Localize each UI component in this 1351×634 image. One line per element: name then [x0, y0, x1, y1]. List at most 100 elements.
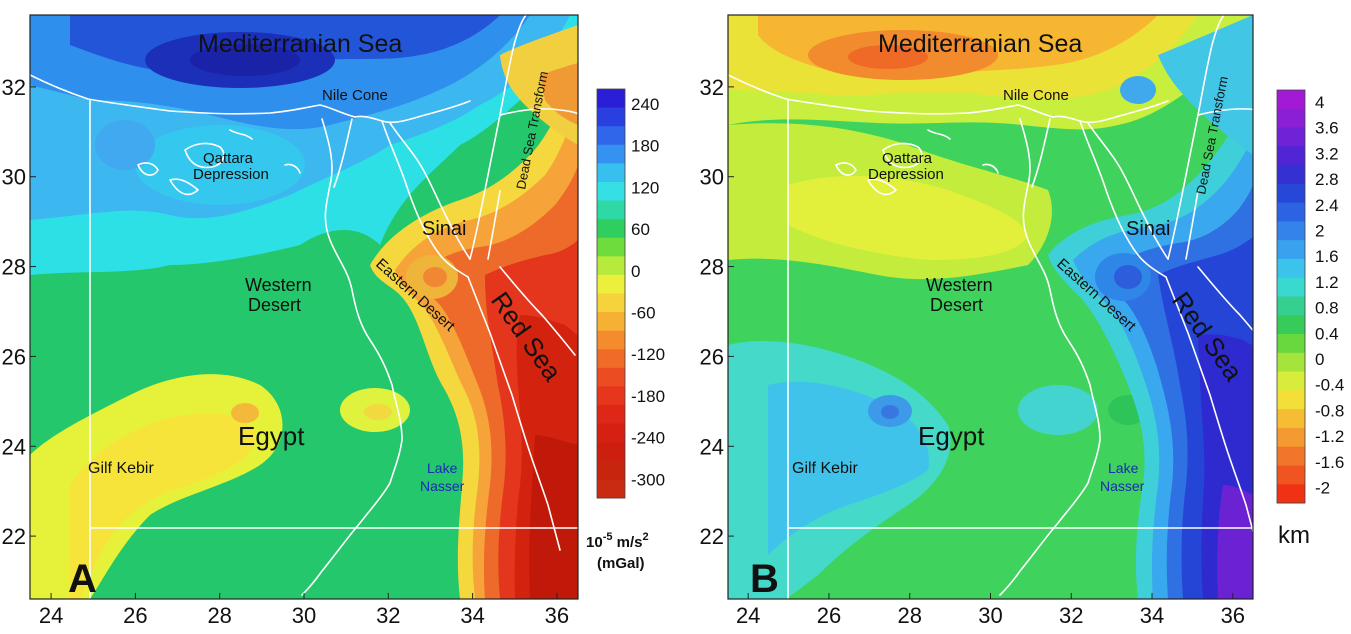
colorbar-band	[597, 442, 625, 462]
colorbar-band	[1277, 221, 1305, 241]
label-depression: Depression	[193, 166, 269, 183]
panel-a-colorbar: 240 180 120 60 0 -60 -120 -180 -240 -300	[596, 88, 665, 499]
label-nasser: Nasser	[1100, 478, 1145, 494]
colorbar-band	[1277, 277, 1305, 297]
colorbar-band	[597, 293, 625, 313]
panel-b-axis-ticks: 24 26 28 30 32 34 36 22 24 26 28 30 32	[700, 75, 1246, 628]
colorbar-band	[1277, 465, 1305, 485]
colorbar-tick-label: 1.6	[1315, 247, 1339, 266]
x-tick-label: 36	[1221, 603, 1245, 628]
y-tick-label: 26	[2, 344, 26, 369]
colorbar-band	[597, 330, 625, 350]
label-lake: Lake	[427, 460, 458, 476]
colorbar-tick-label: 240	[631, 95, 659, 114]
y-tick-label: 32	[700, 75, 724, 100]
colorbar-tick-label: 2.8	[1315, 170, 1339, 189]
label-western: Western	[926, 275, 993, 295]
colorbar-tick-label: 3.2	[1315, 144, 1339, 163]
panel-a-colorbar-unit: 10-5 m/s2	[586, 531, 649, 551]
x-tick-label: 32	[1059, 603, 1083, 628]
label-qattara: Qattara	[882, 150, 933, 167]
colorbar-band	[597, 126, 625, 146]
panel-a-map-area: Mediterranian Sea Nile Cone Qattara Depr…	[29, 14, 579, 601]
y-tick-label: 32	[2, 75, 26, 100]
colorbar-band	[597, 181, 625, 202]
colorbar-band	[1277, 90, 1305, 110]
colorbar-band	[1277, 240, 1305, 260]
x-tick-label: 36	[545, 603, 569, 628]
x-tick-label: 26	[123, 603, 147, 628]
label-gilf-kebir: Gilf Kebir	[88, 460, 154, 477]
x-tick-label: 24	[39, 603, 63, 628]
x-tick-label: 28	[207, 603, 231, 628]
colorbar-band	[1277, 296, 1305, 316]
colorbar-tick-label: 180	[631, 137, 659, 156]
colorbar-tick-label: -1.2	[1315, 427, 1344, 446]
colorbar-band	[597, 349, 625, 369]
colorbar-tick-label: -240	[631, 429, 665, 448]
colorbar-tick-label: 1.2	[1315, 273, 1339, 292]
label-nile-cone: Nile Cone	[1003, 87, 1069, 104]
colorbar-band	[597, 423, 625, 443]
y-tick-label: 28	[2, 255, 26, 280]
colorbar-band	[1277, 202, 1305, 222]
colorbar-frame	[596, 88, 626, 499]
x-tick-label: 30	[978, 603, 1002, 628]
x-tick-label: 34	[1140, 603, 1164, 628]
colorbar-band	[597, 107, 625, 127]
label-mediterranean-sea: Mediterranian Sea	[198, 30, 402, 58]
y-tick-label: 22	[700, 524, 724, 549]
colorbar-band	[597, 89, 625, 109]
colorbar-band	[597, 405, 625, 425]
panel-b-colorbar: 4 3.6 3.2 2.8 2.4 2 1.6 1.2 0.8 0.4 0 -0.4 -0.8 -1.2 -…	[1276, 89, 1344, 504]
x-tick-label: 32	[376, 603, 400, 628]
label-mediterranean-sea: Mediterranian Sea	[878, 30, 1082, 58]
colorbar-band	[1277, 108, 1305, 129]
colorbar-tick-label: 120	[631, 178, 659, 197]
colorbar-band	[597, 256, 625, 276]
label-lake: Lake	[1108, 460, 1139, 476]
colorbar-tick-label: -120	[631, 345, 665, 364]
colorbar-tick-label: 2.4	[1315, 196, 1339, 215]
label-egypt: Egypt	[918, 421, 985, 451]
label-western: Western	[245, 275, 312, 295]
colorbar-band	[597, 274, 625, 294]
colorbar-band	[597, 163, 625, 183]
colorbar-tick-label: 0.4	[1315, 324, 1339, 343]
y-tick-label: 28	[700, 255, 724, 280]
colorbar-tick-label: 0	[1315, 350, 1324, 369]
label-depression: Depression	[868, 166, 944, 183]
colorbar-band	[1277, 183, 1305, 204]
y-tick-label: 26	[700, 344, 724, 369]
panel-b-colorbar-unit: km	[1278, 522, 1310, 549]
colorbar-tick-label: -2	[1315, 479, 1330, 498]
label-gilf-kebir: Gilf Kebir	[792, 460, 858, 477]
colorbar-tick-label: 4	[1315, 93, 1324, 112]
panel-b-depth-map: Mediterranian Sea Nile Cone Qattara Depr…	[700, 14, 1344, 628]
y-tick-label: 24	[2, 434, 26, 459]
panel-a-gravity-map: Mediterranian Sea Nile Cone Qattara Depr…	[2, 14, 665, 628]
panel-b-letter: B	[750, 557, 779, 601]
colorbar-tick-label: 60	[631, 220, 650, 239]
colorbar-band	[597, 200, 625, 220]
colorbar-band	[1277, 427, 1305, 448]
colorbar-band	[597, 386, 625, 406]
x-tick-label: 28	[897, 603, 921, 628]
x-tick-label: 26	[817, 603, 841, 628]
y-tick-label: 30	[700, 165, 724, 190]
colorbar-band	[597, 219, 625, 239]
colorbar-frame	[1276, 89, 1306, 504]
colorbar-tick-label: 3.6	[1315, 119, 1339, 138]
x-tick-label: 30	[292, 603, 316, 628]
colorbar-band	[1277, 146, 1305, 166]
colorbar-band	[1277, 165, 1305, 185]
colorbar-band	[1277, 371, 1305, 391]
colorbar-band	[1277, 446, 1305, 466]
x-tick-label: 34	[460, 603, 484, 628]
colorbar-band	[1277, 127, 1305, 147]
panel-a-axis-ticks: 24 26 28 30 32 34 36 22 24 26 28 30 32	[2, 75, 570, 628]
colorbar-band	[597, 367, 625, 387]
colorbar-band	[597, 312, 625, 332]
colorbar-band	[1277, 315, 1305, 335]
